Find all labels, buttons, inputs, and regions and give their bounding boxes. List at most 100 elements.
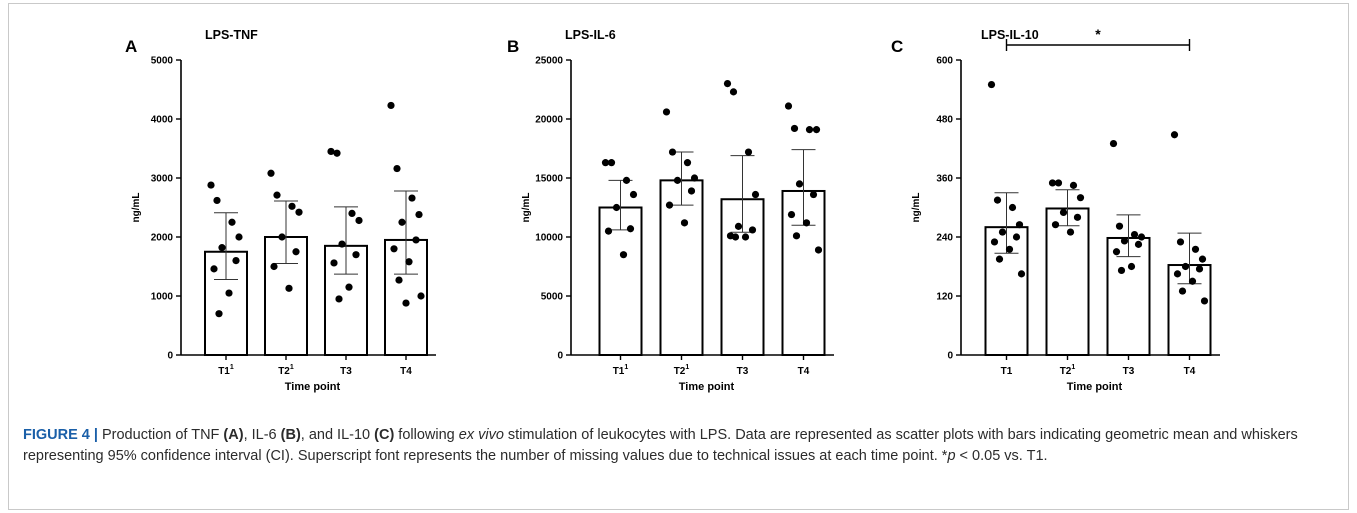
x-tick-label: T4 [1184,366,1196,377]
data-point [1173,270,1182,278]
data-point [1170,131,1179,139]
figure-panels: A LPS-TNF 0 1000 2000 3000 4000 5000 ng/mL Time p… [125,26,1220,393]
y-tick-label: 0 [947,351,953,362]
data-point [995,255,1004,263]
data-point [668,148,677,156]
y-tick-label: 25000 [535,56,563,67]
data-point [1115,222,1124,230]
y-tick-label: 5000 [541,292,564,303]
data-point [387,101,395,110]
data-point [787,210,796,219]
data-point [805,126,814,134]
data-point [1012,233,1021,241]
chart-title: LPS-IL-10 [981,28,1039,42]
x-axis-label: Time point [679,381,735,393]
data-point [1198,255,1207,263]
figure-caption: FIGURE 4 | Production of TNF (A), IL-6 (… [23,425,1333,467]
panel-letter: B [507,37,519,56]
caption-text-1: Production of TNF [97,427,224,443]
data-point [802,219,811,227]
data-point [333,149,341,157]
x-tick-superscript: 1 [290,364,294,371]
data-point [1137,233,1146,241]
data-point [998,228,1007,236]
data-point [225,289,233,297]
x-tick-label: T1 [1001,366,1013,377]
x-tick-superscript: 1 [1071,364,1075,371]
data-point [232,257,240,265]
data-point [662,108,671,116]
data-point [687,187,696,195]
caption-ref-a: (A) [223,427,244,443]
data-point [1200,297,1209,305]
data-point [612,203,621,212]
data-point [395,276,403,284]
x-tick-label: T4 [400,366,412,377]
y-axis-label: ng/mL [911,193,922,223]
panel-letter: A [125,37,137,56]
data-point [402,299,410,307]
y-tick-label: 240 [936,233,953,244]
bar [659,179,704,356]
y-tick-label: 4000 [151,115,174,126]
data-point [1195,265,1204,273]
data-point [1017,270,1026,278]
x-tick-label: T3 [340,366,352,377]
y-tick-label: 0 [167,351,173,362]
data-point [1015,221,1024,229]
data-point [348,209,356,217]
data-point [795,180,804,188]
data-point [398,218,406,226]
y-tick-label: 3000 [151,174,174,185]
chart-title: LPS-IL-6 [565,28,616,42]
data-point [751,190,760,199]
data-point [809,190,818,199]
data-point [619,251,628,259]
data-point [1059,208,1068,217]
data-point [393,164,401,173]
data-point [330,259,338,267]
data-point [629,190,638,199]
data-point [228,218,236,226]
data-point [267,169,275,177]
y-axis-label: ng/mL [521,193,532,223]
data-point [215,310,223,318]
data-point [210,265,218,273]
data-point [285,284,293,292]
data-point [345,283,353,291]
data-point [1178,287,1187,295]
data-point [1069,181,1078,189]
data-point [405,258,413,266]
data-point [748,226,757,234]
x-tick-label: T21 [278,364,294,377]
data-point [812,126,821,134]
y-tick-label: 480 [936,115,953,126]
caption-figure-label: FIGURE 4 | [23,427,98,443]
data-point [607,159,616,167]
data-point [784,102,793,110]
data-point [814,246,823,254]
data-point [1127,262,1136,271]
data-point [278,233,286,241]
data-point [665,201,674,209]
data-point [683,159,692,167]
data-point [1008,203,1017,212]
x-tick-label: T3 [737,366,749,377]
figure-frame: A LPS-TNF 0 1000 2000 3000 4000 5000 ng/mL Time p… [8,3,1349,510]
y-tick-label: 2000 [151,233,174,244]
data-point [690,174,699,182]
data-point [417,292,425,300]
caption-text-4: following [394,427,459,443]
data-point [352,251,360,259]
data-point [213,196,221,205]
caption-ref-c: (C) [374,427,395,443]
data-point [1134,240,1143,248]
data-point [273,191,281,199]
data-point [235,233,243,241]
y-tick-label: 600 [936,56,953,67]
data-point [622,176,631,184]
x-tick-superscript: 1 [685,364,689,371]
data-point [1076,194,1085,202]
data-point [731,233,740,241]
x-axis-label: Time point [1067,381,1123,393]
